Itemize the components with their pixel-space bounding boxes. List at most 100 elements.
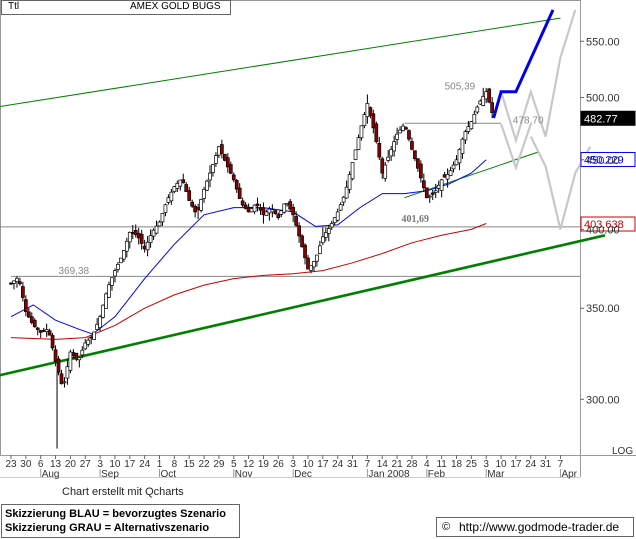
candle-body: [101, 304, 105, 318]
candle-body: [407, 130, 411, 140]
level-annotation: 505,39: [445, 81, 476, 92]
candle-body: [270, 209, 275, 213]
x-tick-label: 30: [20, 459, 32, 470]
candle-body: [211, 164, 215, 173]
candle-body: [234, 180, 239, 190]
candle-body: [344, 186, 349, 199]
candle-body: [157, 221, 162, 227]
x-tick-label: 10: [495, 459, 507, 470]
x-tick-label: 3: [97, 459, 103, 470]
x-tick-label: 14: [377, 459, 389, 470]
candle-body: [32, 319, 37, 328]
candle-body: [196, 207, 200, 210]
candle-body: [225, 157, 230, 168]
candle-body: [288, 201, 293, 210]
candle-body: [86, 339, 91, 345]
candle-body: [24, 299, 28, 312]
x-tick-label: 3: [290, 459, 296, 470]
candle-body: [184, 184, 189, 192]
chart-title-box: Ttl AMEX GOLD BUGS: [1, 0, 231, 15]
candle-body: [139, 234, 144, 244]
x-tick-label: 12: [243, 459, 255, 470]
candle-body: [303, 244, 307, 259]
candle-body: [119, 257, 123, 264]
x-month-label: Feb: [428, 469, 446, 480]
candle-body: [264, 211, 269, 216]
chart-credit: Chart erstellt mit Qcharts: [62, 486, 184, 498]
candle-body: [306, 257, 310, 270]
x-month-label: Dec: [294, 469, 312, 480]
chart-grid: [0, 0, 636, 478]
candle-body: [113, 270, 117, 277]
candle-body: [98, 316, 102, 328]
candle-body: [261, 207, 266, 216]
candle-body: [83, 342, 88, 350]
candle-body: [199, 199, 203, 211]
candle-body: [47, 330, 52, 336]
candle-body: [389, 149, 394, 157]
candle-body: [59, 373, 64, 385]
y-tick-label: 500.00: [586, 93, 620, 105]
candle-body: [50, 335, 55, 349]
candle-body: [365, 103, 370, 117]
x-tick-label: 31: [540, 459, 552, 470]
x-tick-label: 28: [406, 459, 418, 470]
candle-body: [484, 91, 489, 100]
candle-body: [321, 236, 325, 244]
x-month-label: Sep: [101, 469, 119, 480]
grey-scenario-line: [500, 123, 532, 172]
candle-body: [148, 235, 153, 243]
candle-body: [430, 192, 435, 195]
candle-body: [395, 133, 399, 140]
website-link[interactable]: © http://www.godmode-trader.de: [436, 517, 634, 537]
candle-body: [21, 286, 25, 298]
candle-body: [133, 230, 138, 236]
candle-body: [469, 121, 474, 130]
x-tick-label: 4: [424, 459, 430, 470]
candle-body: [77, 357, 82, 361]
ticker-symbol: Ttl: [8, 1, 20, 12]
x-tick-label: 6: [38, 459, 44, 470]
x-month-label: Jan 2008: [368, 469, 410, 480]
candle-body: [258, 207, 263, 211]
candle-body: [404, 127, 408, 130]
website-url[interactable]: http://www.godmode-trader.de: [459, 520, 620, 534]
candle-body: [332, 217, 337, 224]
candle-body: [142, 245, 147, 250]
candle-body: [421, 180, 426, 189]
candle-body: [12, 280, 16, 284]
candle-body: [214, 155, 218, 164]
candle-body: [145, 241, 150, 251]
candle-body: [398, 129, 402, 134]
candle-body: [285, 203, 290, 206]
level-annotation: 478,70: [513, 115, 544, 126]
candle-body: [255, 203, 260, 206]
x-tick-label: 19: [258, 459, 270, 470]
x-tick-label: 24: [332, 459, 344, 470]
candle-body: [457, 149, 462, 164]
value-badge: [580, 110, 636, 126]
x-tick-label: 10: [302, 459, 314, 470]
candle-body: [220, 144, 224, 154]
x-tick-label: 23: [5, 459, 17, 470]
grey-scenario-line: [500, 9, 577, 145]
candle-body: [392, 141, 396, 152]
x-tick-label: 3: [483, 459, 489, 470]
trendline: [0, 17, 561, 108]
candle-body: [267, 208, 272, 214]
candle-body: [294, 216, 298, 226]
candle-body: [178, 179, 183, 187]
candle-body: [181, 179, 186, 184]
candle-body: [127, 231, 132, 243]
value-badge: [580, 216, 636, 232]
price-candles: [9, 87, 494, 449]
candle-body: [374, 123, 379, 143]
candle-body: [338, 204, 343, 211]
candle-body: [368, 107, 373, 116]
y-tick-label: 400.00: [586, 224, 620, 236]
scenario-legend: Skizzierung BLAU = bevorzugtes Szenario …: [1, 504, 240, 538]
value-badge-label: 403.638: [584, 219, 624, 231]
candle-body: [466, 126, 471, 132]
candle-body: [276, 214, 281, 219]
